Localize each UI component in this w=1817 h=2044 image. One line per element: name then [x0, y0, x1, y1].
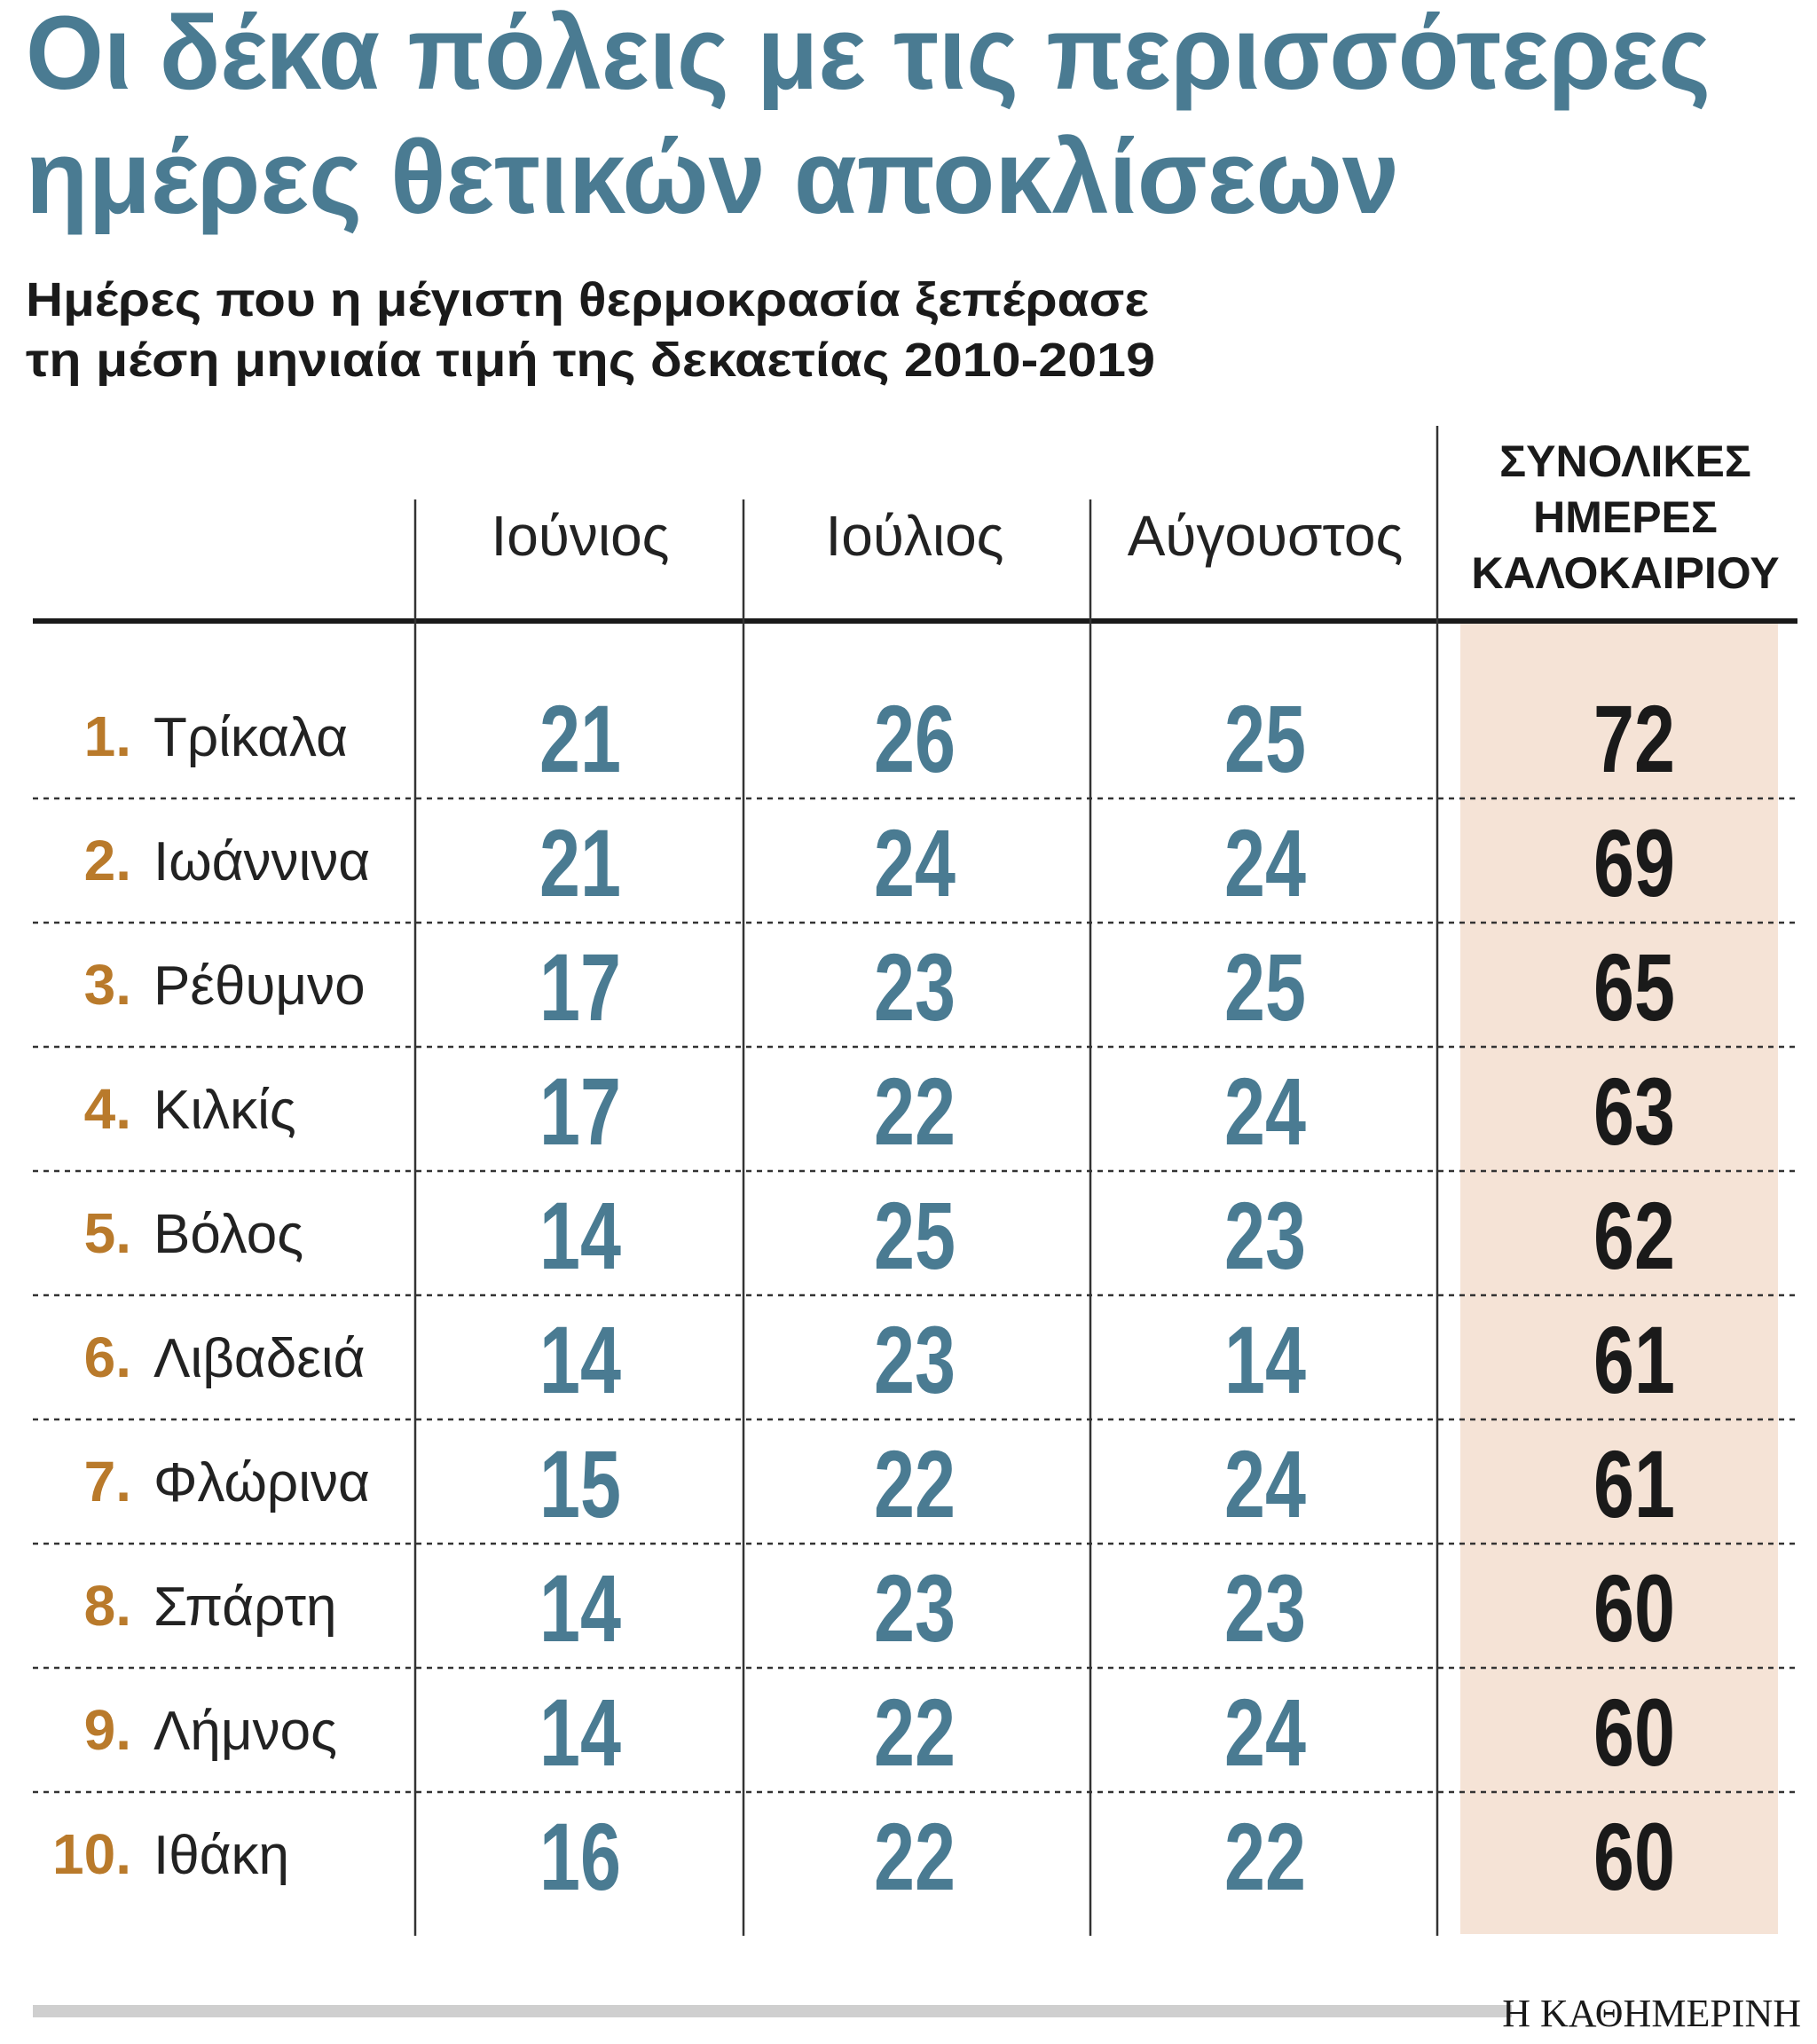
city: Ιθάκη [153, 1825, 289, 1886]
column-header: Ιούνιος [491, 504, 669, 568]
subtitle-line: Ημέρες που η μέγιστη θερμοκρασία ξεπέρασ… [26, 273, 1149, 326]
month-days: 14 [539, 1678, 621, 1786]
total-days: 72 [1593, 685, 1675, 792]
city: Κιλκίς [153, 1080, 296, 1141]
month-days: 14 [539, 1554, 621, 1662]
city: Ρέθυμνο [153, 955, 366, 1017]
month-days: 24 [1224, 1057, 1306, 1165]
city: Ιωάννινα [153, 831, 370, 892]
month-days: 25 [1224, 933, 1306, 1041]
city: Τρίκαλα [153, 707, 348, 768]
month-days: 17 [539, 933, 621, 1041]
total-days: 61 [1593, 1430, 1675, 1537]
month-days: 22 [874, 1803, 956, 1910]
total-days: 61 [1593, 1306, 1675, 1413]
month-days: 16 [539, 1803, 621, 1910]
total-header: ΗΜΕΡΕΣ [1533, 492, 1718, 542]
month-days: 23 [1224, 1554, 1306, 1662]
column-header: Ιούλιος [825, 504, 1003, 568]
rank: 7. [84, 1450, 131, 1513]
month-days: 21 [539, 685, 621, 792]
rank: 6. [84, 1325, 131, 1389]
month-days: 22 [874, 1057, 956, 1165]
rank: 10. [52, 1822, 131, 1886]
month-days: 24 [1224, 1430, 1306, 1537]
rank: 4. [84, 1077, 131, 1141]
total-days: 60 [1593, 1678, 1675, 1786]
rank: 9. [84, 1698, 131, 1762]
city: Φλώρινα [153, 1452, 370, 1513]
month-days: 23 [874, 1306, 956, 1413]
publisher: Η ΚΑΘΗΜΕΡΙΝΗ [1502, 1992, 1801, 2035]
total-days: 65 [1593, 933, 1675, 1041]
month-days: 24 [874, 809, 956, 916]
month-days: 24 [1224, 1678, 1306, 1786]
total-column-shade [1460, 623, 1778, 1934]
month-days: 26 [874, 685, 956, 792]
month-days: 14 [539, 1306, 621, 1413]
month-days: 22 [1224, 1803, 1306, 1910]
title-line: ημέρες θετικών αποκλίσεων [26, 119, 1399, 236]
city: Λιβαδειά [153, 1328, 365, 1389]
total-days: 60 [1593, 1803, 1675, 1910]
column-header: Αύγουστος [1128, 504, 1404, 568]
city: Λήμνος [153, 1701, 337, 1762]
total-header: ΚΑΛΟΚΑΙΡΙΟΥ [1471, 548, 1779, 598]
total-days: 60 [1593, 1554, 1675, 1662]
rank: 2. [84, 829, 131, 892]
city: Σπάρτη [153, 1576, 336, 1638]
city: Βόλος [153, 1204, 303, 1265]
month-days: 25 [1224, 685, 1306, 792]
footer-bar [33, 2005, 1512, 2017]
month-days: 23 [1224, 1182, 1306, 1289]
subtitle-line: τη μέση μηνιαία τιμή της δεκαετίας 2010-… [26, 334, 1155, 387]
total-header: ΣΥΝΟΛΙΚΕΣ [1499, 436, 1751, 486]
month-days: 23 [874, 1554, 956, 1662]
month-days: 22 [874, 1678, 956, 1786]
rank: 8. [84, 1574, 131, 1638]
rank: 1. [84, 704, 131, 768]
month-days: 14 [1224, 1306, 1306, 1413]
title-line: Οι δέκα πόλεις με τις περισσότερες [26, 0, 1711, 112]
month-days: 24 [1224, 809, 1306, 916]
month-days: 14 [539, 1182, 621, 1289]
month-days: 25 [874, 1182, 956, 1289]
total-days: 62 [1593, 1182, 1675, 1289]
rank: 3. [84, 953, 131, 1017]
month-days: 23 [874, 933, 956, 1041]
month-days: 17 [539, 1057, 621, 1165]
total-days: 63 [1593, 1057, 1675, 1165]
month-days: 21 [539, 809, 621, 916]
month-days: 22 [874, 1430, 956, 1537]
total-days: 69 [1593, 809, 1675, 916]
rank: 5. [84, 1201, 131, 1265]
month-days: 15 [539, 1430, 621, 1537]
